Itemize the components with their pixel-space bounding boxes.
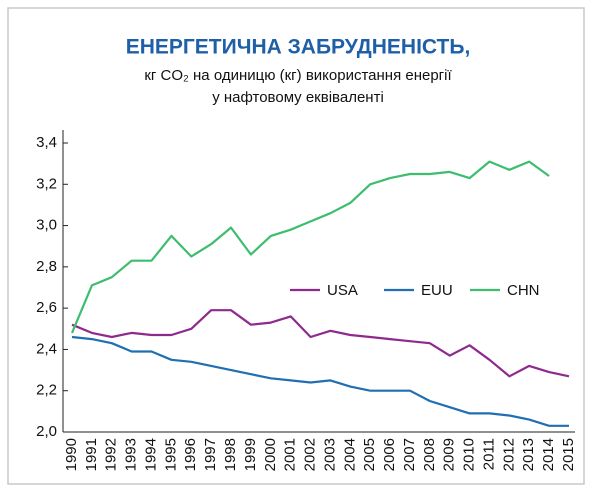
y-tick-label: 2,4 bbox=[36, 340, 57, 357]
x-tick-label: 1994 bbox=[142, 438, 159, 471]
legend-label: CHN bbox=[507, 282, 540, 299]
chart-subtitle: у нафтовому еквіваленті bbox=[212, 89, 384, 106]
y-tick-label: 2,0 bbox=[36, 423, 57, 440]
x-tick-label: 2014 bbox=[540, 438, 557, 471]
x-tick-label: 2004 bbox=[341, 438, 358, 471]
x-tick-label: 2009 bbox=[441, 438, 458, 471]
legend-label: EUU bbox=[421, 282, 453, 299]
y-tick-label: 3,0 bbox=[36, 217, 57, 234]
x-tick-label: 2007 bbox=[401, 438, 418, 471]
legend-label: USA bbox=[327, 282, 358, 299]
x-tick-label: 1995 bbox=[162, 438, 179, 471]
x-tick-label: 2008 bbox=[421, 438, 438, 471]
x-tick-label: 1993 bbox=[123, 438, 140, 471]
series-line bbox=[70, 160, 550, 334]
x-tick-label: 2010 bbox=[461, 438, 478, 471]
x-tick-label: 1997 bbox=[202, 438, 219, 471]
series-line bbox=[71, 309, 570, 378]
x-tick-label: 1999 bbox=[242, 438, 259, 471]
x-tick-label: 2002 bbox=[302, 438, 319, 471]
x-tick-label: 1990 bbox=[63, 438, 80, 471]
x-tick-label: 2015 bbox=[560, 438, 577, 471]
x-tick-label: 2006 bbox=[381, 438, 398, 471]
series-line bbox=[71, 335, 569, 427]
x-tick-label: 2005 bbox=[361, 438, 378, 471]
x-tick-label: 1992 bbox=[103, 438, 120, 471]
x-tick-label: 2003 bbox=[321, 438, 338, 471]
x-tick-label: 2011 bbox=[480, 438, 497, 470]
y-tick-label: 2,6 bbox=[36, 299, 57, 316]
x-tick-label: 1996 bbox=[182, 438, 199, 471]
y-tick-label: 2,8 bbox=[36, 258, 57, 275]
y-tick-label: 3,2 bbox=[36, 175, 57, 192]
x-tick-label: 2013 bbox=[520, 438, 537, 471]
x-tick-label: 2001 bbox=[282, 438, 299, 471]
x-tick-label: 1998 bbox=[222, 438, 239, 471]
x-tick-label: 2000 bbox=[262, 438, 279, 471]
y-tick-label: 3,4 bbox=[36, 134, 57, 151]
chart-title: ЕНЕРГЕТИЧНА ЗАБРУДНЕНІСТЬ, bbox=[126, 36, 471, 59]
chart-subtitle: кг CO₂ на одиницю (кг) використання енер… bbox=[144, 67, 452, 84]
y-tick-label: 2,2 bbox=[36, 382, 57, 399]
x-tick-label: 1991 bbox=[83, 438, 100, 471]
frame bbox=[7, 7, 585, 485]
x-tick-label: 2012 bbox=[500, 438, 517, 471]
